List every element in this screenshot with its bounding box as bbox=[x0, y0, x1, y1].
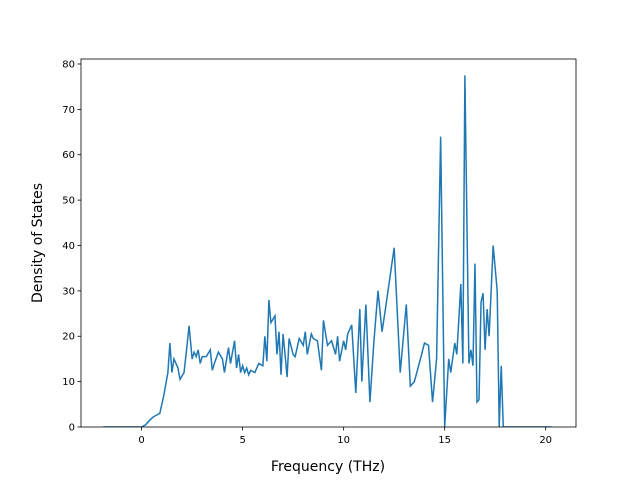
y-tick-label: 60 bbox=[62, 150, 75, 161]
x-tick-label: 0 bbox=[138, 435, 144, 446]
y-tick-label: 50 bbox=[62, 196, 75, 207]
x-tick-label: 15 bbox=[438, 435, 451, 446]
y-tick-label: 80 bbox=[62, 59, 75, 70]
x-tick-label: 10 bbox=[337, 435, 350, 446]
plot-frame bbox=[80, 58, 577, 428]
y-axis-label: Density of States bbox=[30, 183, 46, 303]
y-tick-label: 10 bbox=[62, 377, 75, 388]
line-series bbox=[103, 75, 552, 427]
y-tick-label: 70 bbox=[62, 105, 75, 116]
y-tick-label: 30 bbox=[62, 286, 75, 297]
y-tick-label: 40 bbox=[62, 241, 75, 252]
y-tick-label: 0 bbox=[69, 423, 75, 434]
x-axis-label: Frequency (THz) bbox=[271, 459, 385, 475]
x-tick-label: 20 bbox=[539, 435, 552, 446]
y-tick-label: 20 bbox=[62, 332, 75, 343]
x-tick-label: 5 bbox=[239, 435, 245, 446]
